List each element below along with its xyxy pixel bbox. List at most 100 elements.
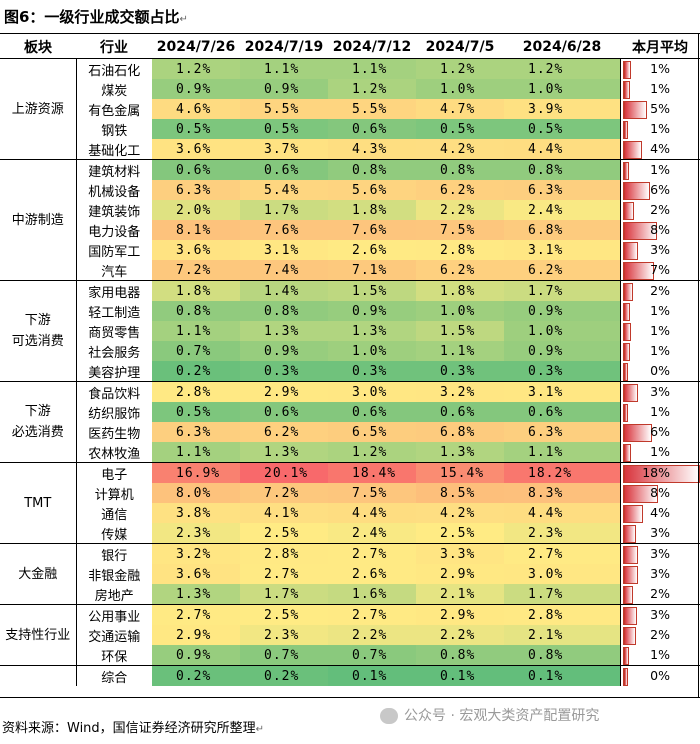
avg-cell: 3%: [619, 604, 700, 625]
value-cell: 4.1%: [240, 503, 328, 523]
avg-data-bar: [622, 363, 628, 381]
avg-value: 8%: [650, 222, 670, 237]
avg-cell: 2%: [619, 200, 700, 220]
avg-data-bar: [622, 384, 638, 402]
avg-data-bar: [622, 444, 631, 462]
value-cell: 1.5%: [416, 321, 504, 341]
value-cell: 4.4%: [504, 139, 620, 160]
value-cell: 4.3%: [328, 139, 416, 160]
avg-cell: 1%: [619, 402, 700, 422]
value-cell: 3.1%: [240, 240, 328, 260]
value-cell: 3.7%: [240, 139, 328, 160]
value-cell: 1.1%: [152, 442, 240, 463]
avg-data-bar: [622, 627, 636, 645]
value-cell: 0.6%: [328, 402, 416, 422]
avg-value: 2%: [650, 586, 670, 601]
industry-cell: 计算机: [94, 487, 134, 503]
table-row: 综合 0.2% 0.2% 0.1% 0.1% 0.1% 0%: [0, 665, 700, 686]
value-cell: 2.8%: [240, 543, 328, 564]
avg-value: 1%: [650, 444, 670, 459]
value-cell: 0.5%: [504, 119, 620, 139]
value-cell: 3.9%: [504, 99, 620, 119]
table-row: 传媒 2.3% 2.5% 2.4% 2.5% 2.3% 3%: [0, 523, 700, 544]
avg-data-bar: [622, 566, 638, 584]
value-cell: 15.4%: [416, 462, 504, 483]
avg-data-bar: [622, 505, 643, 523]
value-cell: 2.8%: [152, 381, 240, 402]
avg-data-bar: [622, 242, 638, 260]
header-date-1: 2024/7/26: [152, 36, 240, 59]
sector-label: 必选消费: [11, 425, 64, 440]
industry-cell: 有色金属: [88, 103, 141, 119]
value-cell: 0.8%: [328, 159, 416, 180]
value-cell: 0.7%: [240, 645, 328, 666]
value-cell: 8.3%: [504, 483, 620, 503]
avg-data-bar: [622, 607, 637, 625]
table-row: 环保 0.9% 0.7% 0.7% 0.8% 0.8% 1%: [0, 645, 700, 666]
value-cell: 0.8%: [416, 159, 504, 180]
avg-cell: 1%: [619, 79, 700, 99]
avg-cell: 1%: [619, 119, 700, 139]
value-cell: 6.3%: [504, 422, 620, 442]
avg-value: 3%: [650, 242, 670, 257]
value-cell: 0.8%: [152, 301, 240, 321]
value-cell: 8.1%: [152, 220, 240, 240]
avg-value: 2%: [650, 283, 670, 298]
avg-cell: 1%: [619, 301, 700, 321]
avg-cell: 2%: [619, 280, 700, 301]
avg-value: 1%: [650, 162, 670, 177]
avg-data-bar: [622, 343, 630, 361]
sector-cell: 大金融: [0, 543, 77, 605]
value-cell: 1.2%: [504, 58, 620, 79]
avg-data-bar: [622, 61, 631, 79]
sector-label: 下游: [24, 404, 51, 419]
value-cell: 2.1%: [416, 584, 504, 605]
avg-value: 6%: [650, 424, 670, 439]
value-cell: 6.2%: [504, 260, 620, 281]
value-cell: 2.2%: [416, 200, 504, 220]
avg-cell: 1%: [619, 341, 700, 361]
value-cell: 0.9%: [504, 301, 620, 321]
table-row: 纺织服饰 0.5% 0.6% 0.6% 0.6% 0.6% 1%: [0, 402, 700, 422]
header-industry: 行业: [76, 36, 152, 59]
table-row: 农林牧渔 1.1% 1.3% 1.2% 1.3% 1.1% 1%: [0, 442, 700, 463]
industry-cell: 环保: [101, 649, 128, 665]
value-cell: 8.5%: [416, 483, 504, 503]
value-cell: 4.2%: [416, 503, 504, 523]
watermark: 公众号 · 宏观大类资产配置研究: [380, 705, 599, 725]
industry-cell: 食品饮料: [76, 381, 152, 402]
wechat-icon: [380, 708, 398, 724]
top-rule: [0, 33, 700, 34]
value-cell: 2.8%: [504, 604, 620, 625]
table-row: 下游 可选消费 家用电器 1.8% 1.4% 1.5% 1.8% 1.7% 2%: [0, 280, 700, 382]
value-cell: 3.6%: [152, 564, 240, 584]
value-cell: 0.5%: [240, 119, 328, 139]
industry-cell: 煤炭: [101, 83, 128, 99]
value-cell: 4.6%: [152, 99, 240, 119]
value-cell: 3.1%: [504, 381, 620, 402]
value-cell: 2.7%: [504, 543, 620, 564]
value-cell: 3.8%: [152, 503, 240, 523]
avg-value: 7%: [650, 262, 670, 277]
avg-cell: 8%: [619, 483, 700, 503]
value-cell: 1.1%: [416, 341, 504, 361]
value-cell: 2.4%: [328, 523, 416, 544]
industry-cell: 公用事业: [76, 604, 152, 625]
value-cell: 1.2%: [328, 442, 416, 463]
avg-cell: 1%: [619, 442, 700, 463]
avg-cell: 0%: [619, 665, 700, 686]
avg-cell: 2%: [619, 625, 700, 645]
industry-cell: 基础化工: [88, 143, 141, 159]
avg-data-bar: [622, 586, 633, 604]
avg-cell: 4%: [619, 503, 700, 523]
value-cell: 3.1%: [504, 240, 620, 260]
avg-value: 0%: [650, 363, 670, 378]
avg-value: 1%: [650, 404, 670, 419]
value-cell: 1.0%: [416, 79, 504, 99]
value-cell: 1.2%: [416, 58, 504, 79]
value-cell: 4.7%: [416, 99, 504, 119]
industry-cell: 石油石化: [88, 63, 141, 79]
avg-value: 1%: [650, 303, 670, 318]
avg-data-bar: [622, 262, 654, 280]
table-row: 计算机 8.0% 7.2% 7.5% 8.5% 8.3% 8%: [0, 483, 700, 503]
